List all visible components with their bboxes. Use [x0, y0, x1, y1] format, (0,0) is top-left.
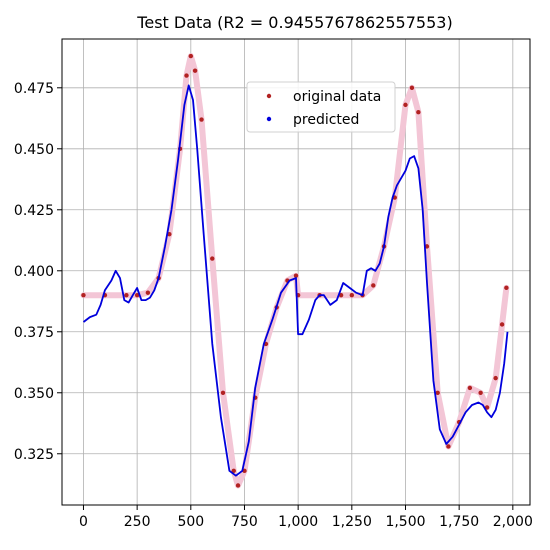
original-data-point — [499, 322, 505, 327]
x-tick-label: 1,500 — [385, 514, 425, 530]
legend-label: original data — [293, 89, 381, 105]
y-tick-label: 0.350 — [14, 386, 54, 402]
original-data-point — [435, 390, 440, 395]
original-data-point — [424, 244, 430, 249]
legend: original data predicted — [246, 81, 396, 133]
original-data-point — [145, 290, 151, 295]
x-tick-label: 1,750 — [439, 514, 479, 530]
original-data-point — [81, 292, 86, 298]
plot-area: 0 250 500 750 1,000 1,250 1,500 1,750 2,000 0.325… — [14, 38, 533, 530]
original-data-point — [349, 292, 355, 298]
x-tick-label: 250 — [124, 514, 151, 530]
original-data-point — [188, 53, 194, 59]
x-tick-label: 750 — [231, 514, 258, 530]
chart-title: Test Data (R2 = 0.9455767862557553) — [136, 13, 452, 32]
x-tick-label: 500 — [177, 514, 204, 530]
y-tick-label: 0.425 — [14, 203, 54, 219]
x-tick-label: 1,000 — [278, 514, 318, 530]
original-data-point — [293, 273, 299, 278]
original-data-point — [235, 483, 241, 488]
original-data-point — [192, 68, 198, 73]
original-data-point — [416, 109, 421, 115]
y-tick-label: 0.375 — [14, 325, 54, 341]
original-data-point — [184, 73, 189, 78]
original-data-point — [134, 292, 140, 298]
x-tick-label: 2,000 — [493, 514, 533, 530]
original-data-point — [409, 85, 415, 90]
x-tick-label: 0 — [79, 514, 88, 530]
original-data-point — [446, 444, 451, 449]
original-data-point — [371, 283, 376, 288]
original-data-point — [220, 390, 226, 395]
original-data-point — [493, 375, 498, 381]
original-data-point — [231, 468, 236, 474]
legend-marker — [266, 116, 272, 122]
y-tick-label: 0.400 — [14, 264, 54, 280]
original-data-point — [478, 390, 483, 395]
original-data-point — [199, 117, 204, 122]
legend-label: predicted — [293, 112, 359, 128]
y-tick-label: 0.450 — [14, 142, 54, 158]
y-tick-label: 0.475 — [14, 81, 54, 97]
original-data-point — [467, 385, 473, 391]
y-tick-label: 0.325 — [14, 447, 54, 463]
original-data-point — [504, 285, 509, 291]
x-tick-label: 1,250 — [332, 514, 372, 530]
predicted-line — [82, 84, 509, 477]
axes-frame — [61, 38, 531, 506]
legend-box — [246, 81, 396, 133]
original-data-point — [210, 256, 215, 261]
original-data-point — [124, 292, 129, 298]
legend-marker — [266, 93, 272, 99]
original-data-point — [484, 405, 490, 410]
original-data-point — [403, 102, 408, 108]
